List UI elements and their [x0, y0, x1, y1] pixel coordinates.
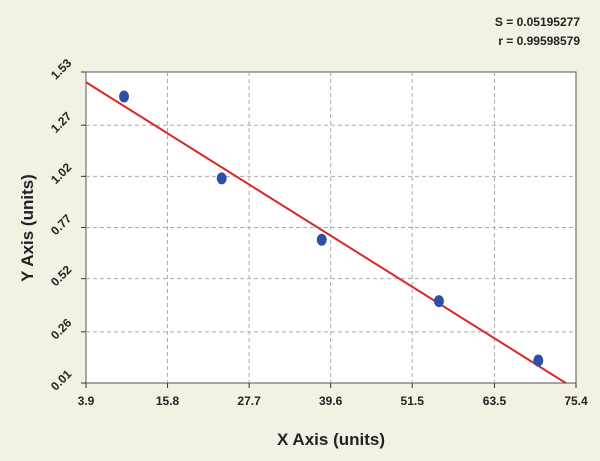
x-tick-label: 3.9	[78, 394, 95, 408]
x-tick-label: 51.5	[401, 394, 425, 408]
annotation: S = 0.05195277	[495, 15, 580, 29]
x-tick-label: 27.7	[237, 394, 261, 408]
data-point	[216, 172, 227, 185]
data-point	[433, 295, 444, 308]
data-point	[119, 90, 130, 103]
x-axis-title: X Axis (units)	[277, 430, 385, 449]
fit-line	[85, 81, 567, 384]
x-tick-label: 15.8	[156, 394, 180, 408]
annotation: r = 0.99598579	[498, 34, 580, 48]
data-point	[533, 354, 544, 367]
x-tick-label: 63.5	[483, 394, 507, 408]
x-tick-label: 39.6	[319, 394, 343, 408]
y-axis-title: Y Axis (units)	[18, 174, 37, 282]
x-tick-label: 75.4	[564, 394, 588, 408]
data-point	[316, 233, 327, 246]
